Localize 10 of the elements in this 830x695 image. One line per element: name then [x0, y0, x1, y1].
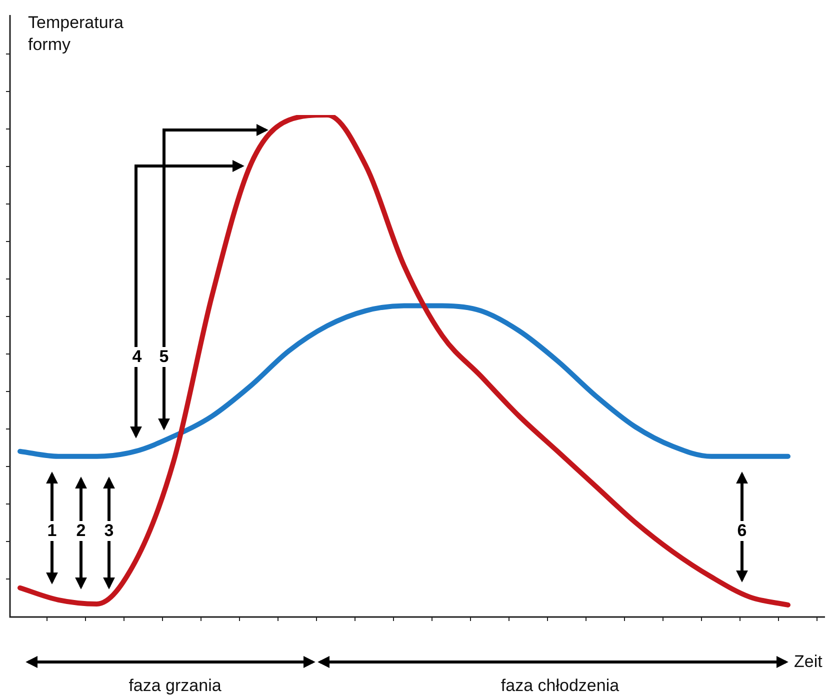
annotation: 5: [159, 347, 169, 367]
annotation: 4: [132, 347, 142, 367]
text: faza chłodzenia: [500, 675, 620, 695]
annotation: 2: [76, 521, 86, 541]
y-axis-title: Temperatura formy: [28, 12, 124, 56]
annotation: 6: [737, 521, 747, 541]
annotation: 1: [47, 521, 57, 541]
text: faza grzania: [128, 675, 222, 695]
x-axis-title: Zeit: [794, 651, 822, 673]
annotation: 3: [104, 521, 114, 541]
